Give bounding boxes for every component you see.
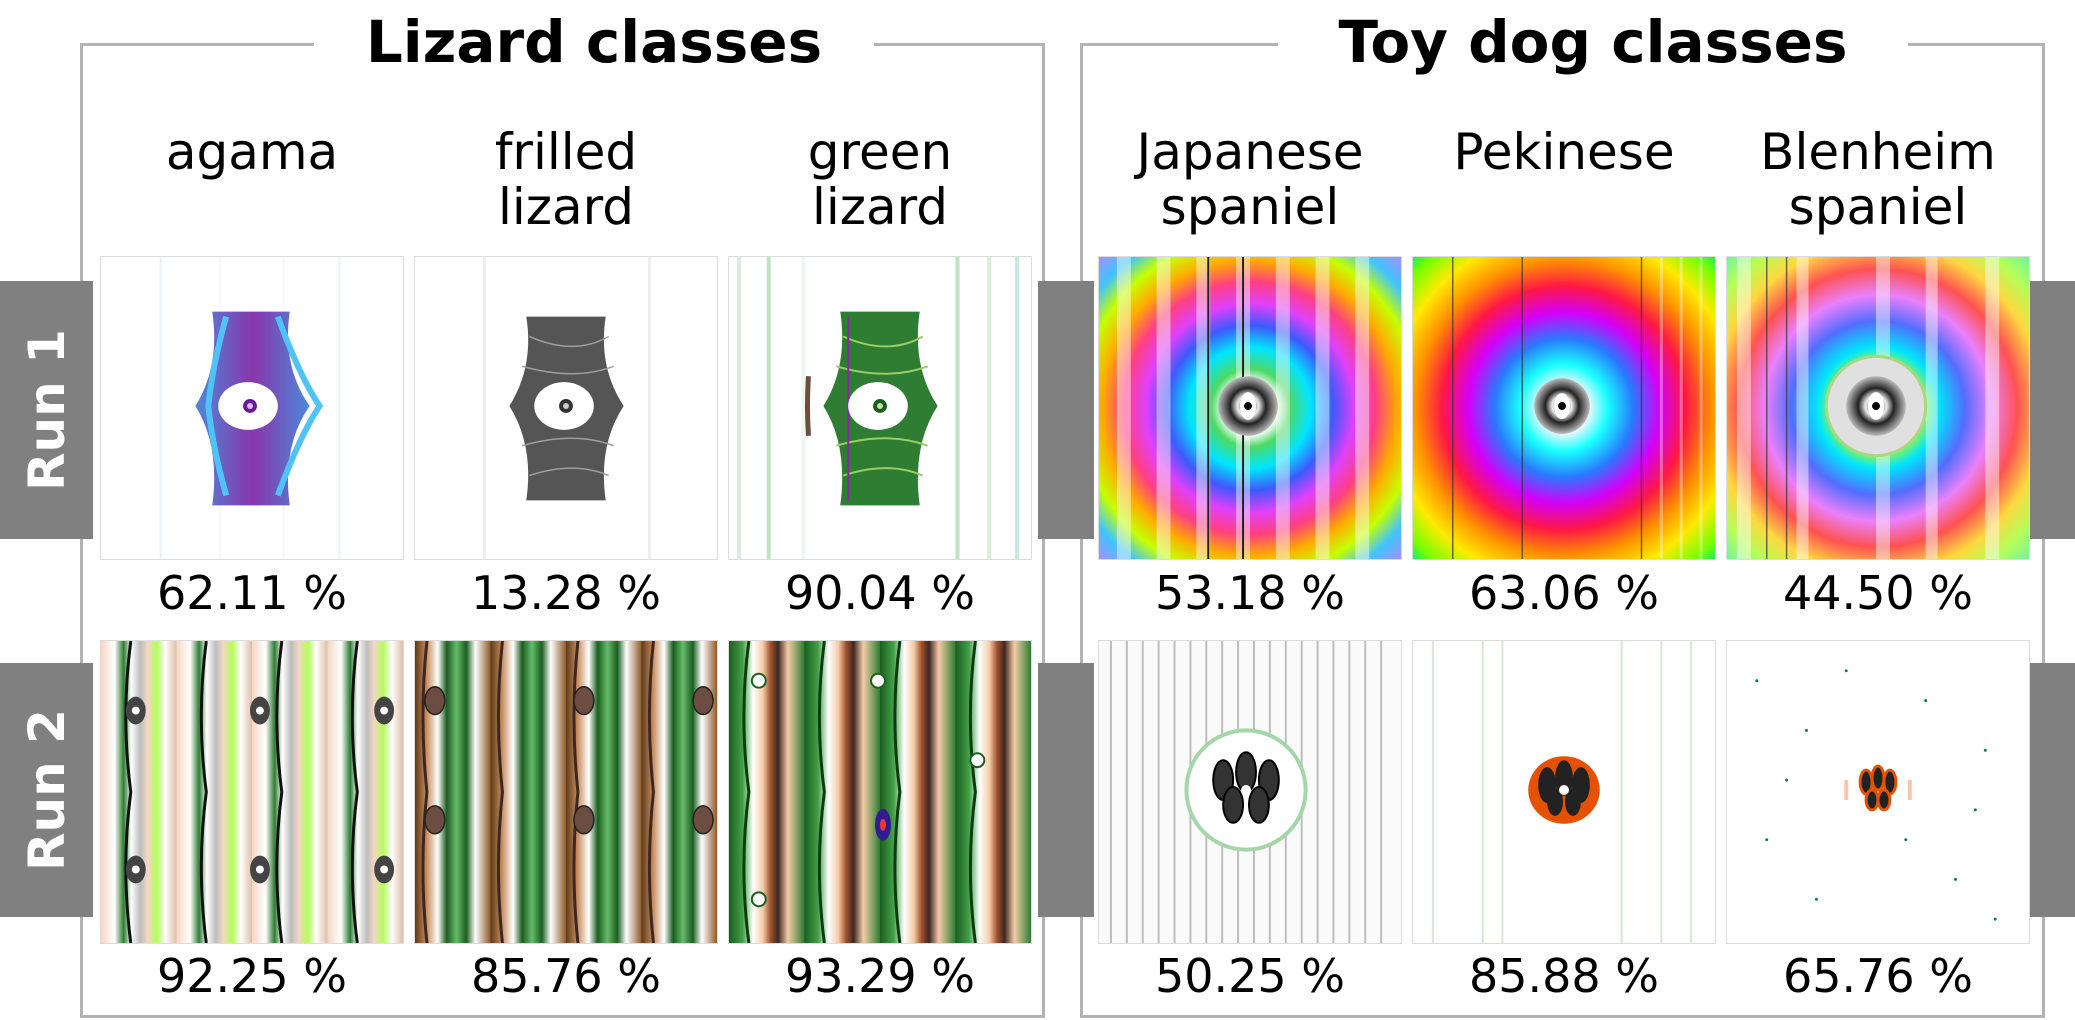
score-run1-frilled-lizard: 13.28 %	[470, 566, 662, 620]
panel-run2-frilled-lizard	[414, 640, 718, 944]
score-run1-blenheim-spaniel: 44.50 %	[1782, 566, 1974, 620]
run-1-right-tab	[2030, 281, 2075, 539]
panel-run1-agama	[100, 256, 404, 560]
class-label-agama: agama	[165, 123, 339, 181]
panel-run2-japanese-spaniel	[1098, 640, 1402, 944]
class-label-pekinese: Pekinese	[1453, 123, 1675, 181]
score-run2-frilled-lizard: 85.76 %	[470, 949, 662, 1003]
run-1-middle-tab	[1038, 281, 1094, 539]
panel-run1-pekinese	[1412, 256, 1716, 560]
lizard-classes-title: Lizard classes	[314, 6, 874, 78]
score-run1-green-lizard: 90.04 %	[784, 566, 976, 620]
class-label-green-lizard: green lizard	[807, 123, 953, 236]
panel-run1-blenheim-spaniel	[1726, 256, 2030, 560]
panel-run2-pekinese	[1412, 640, 1716, 944]
panel-run1-green-lizard	[728, 256, 1032, 560]
row-label-run-2: Run 2	[0, 663, 93, 917]
class-label-frilled-lizard: frilled lizard	[494, 123, 638, 236]
score-run2-blenheim-spaniel: 65.76 %	[1782, 949, 1974, 1003]
run-2-middle-tab	[1038, 663, 1094, 917]
panel-run1-frilled-lizard	[414, 256, 718, 560]
score-run2-agama: 92.25 %	[156, 949, 348, 1003]
row-label-run-1: Run 1	[0, 281, 93, 539]
score-run2-green-lizard: 93.29 %	[784, 949, 976, 1003]
panel-run2-green-lizard	[728, 640, 1032, 944]
score-run2-japanese-spaniel: 50.25 %	[1154, 949, 1346, 1003]
score-run1-pekinese: 63.06 %	[1468, 566, 1660, 620]
panel-run2-agama	[100, 640, 404, 944]
class-label-blenheim-spaniel: Blenheim spaniel	[1760, 123, 1996, 236]
panel-run1-japanese-spaniel	[1098, 256, 1402, 560]
class-label-japanese-spaniel: Japanese spaniel	[1136, 123, 1364, 236]
score-run1-agama: 62.11 %	[156, 566, 348, 620]
panel-run2-blenheim-spaniel	[1726, 640, 2030, 944]
score-run1-japanese-spaniel: 53.18 %	[1154, 566, 1346, 620]
score-run2-pekinese: 85.88 %	[1468, 949, 1660, 1003]
run-2-right-tab	[2030, 663, 2075, 917]
toy-dog-classes-title: Toy dog classes	[1278, 6, 1908, 78]
